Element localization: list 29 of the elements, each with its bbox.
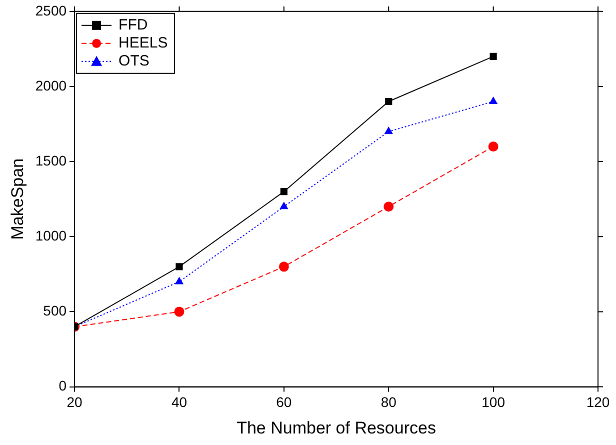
point — [488, 96, 498, 104]
y-tick-label: 1500 — [35, 152, 67, 168]
point — [280, 202, 288, 210]
y-tick-label: 1000 — [35, 228, 67, 244]
legend-label: OTS — [118, 52, 150, 70]
y-axis-title: MakeSpan — [8, 158, 27, 240]
x-tick-label: 100 — [482, 394, 506, 410]
point — [384, 202, 394, 212]
y-tick-label: 500 — [43, 302, 67, 319]
point — [490, 52, 497, 60]
point — [280, 188, 288, 196]
y-tick-label: 2500 — [35, 2, 67, 18]
legend-label: FFD — [118, 16, 148, 34]
point — [174, 276, 184, 284]
legend-label: HEELS — [118, 34, 168, 52]
y-tick-label: 2000 — [35, 77, 67, 94]
x-tick-label: 120 — [586, 394, 610, 410]
x-axis-title: The Number of Resources — [236, 418, 436, 438]
point — [278, 262, 289, 272]
x-tick-label: 20 — [66, 394, 83, 410]
y-tick-label: 0 — [58, 378, 67, 394]
point — [385, 98, 392, 106]
point — [488, 142, 498, 152]
point — [174, 306, 184, 317]
x-tick-label: 80 — [380, 394, 397, 410]
x-tick-label: 40 — [171, 394, 188, 410]
point — [384, 126, 393, 134]
point — [176, 263, 183, 270]
x-tick-label: 60 — [276, 394, 292, 410]
